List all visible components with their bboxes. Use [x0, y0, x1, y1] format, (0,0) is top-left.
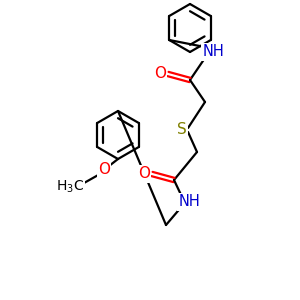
Text: S: S	[177, 122, 187, 137]
Text: O: O	[138, 167, 150, 182]
Text: O: O	[154, 67, 166, 82]
Text: H$_3$C: H$_3$C	[56, 179, 84, 195]
Text: NH: NH	[202, 44, 224, 59]
Text: O: O	[98, 163, 110, 178]
Text: NH: NH	[178, 194, 200, 209]
